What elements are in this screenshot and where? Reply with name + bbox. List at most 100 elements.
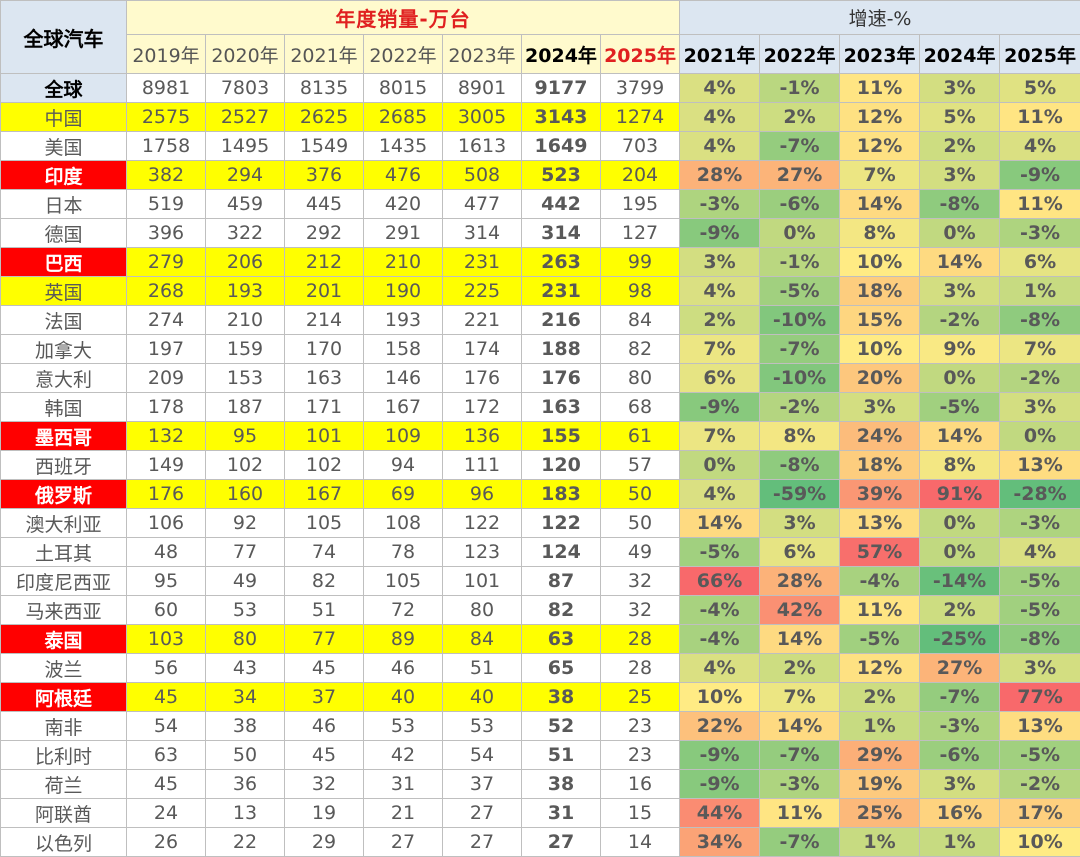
sales-cell: 49 bbox=[601, 538, 680, 567]
sales-cell: 163 bbox=[522, 393, 601, 422]
sales-cell: 105 bbox=[285, 509, 364, 538]
sales-cell: 193 bbox=[364, 306, 443, 335]
sales-cell: 210 bbox=[206, 306, 285, 335]
sales-cell: 77 bbox=[206, 538, 285, 567]
growth-cell: 11% bbox=[1000, 103, 1080, 132]
sales-cell: 132 bbox=[127, 422, 206, 451]
growth-cell: -4% bbox=[680, 625, 760, 654]
growth-cell: -25% bbox=[920, 625, 1000, 654]
sales-cell: 322 bbox=[206, 219, 285, 248]
sales-cell: 63 bbox=[127, 741, 206, 770]
sales-cell: 8015 bbox=[364, 74, 443, 103]
sales-cell: 101 bbox=[285, 422, 364, 451]
sales-cell: 2685 bbox=[364, 103, 443, 132]
growth-cell: 0% bbox=[1000, 422, 1080, 451]
growth-cell: 28% bbox=[760, 567, 840, 596]
sales-cell: 459 bbox=[206, 190, 285, 219]
sales-cell: 21 bbox=[364, 799, 443, 828]
sales-cell: 396 bbox=[127, 219, 206, 248]
sales-year-header: 2024年 bbox=[522, 35, 601, 74]
sales-cell: 84 bbox=[443, 625, 522, 654]
sales-cell: 201 bbox=[285, 277, 364, 306]
sales-cell: 1549 bbox=[285, 132, 364, 161]
growth-cell: -2% bbox=[1000, 364, 1080, 393]
sales-cell: 27 bbox=[364, 828, 443, 857]
country-name: 阿根廷 bbox=[1, 683, 127, 712]
sales-cell: 123 bbox=[443, 538, 522, 567]
growth-cell: 91% bbox=[920, 480, 1000, 509]
growth-cell: 10% bbox=[1000, 828, 1080, 857]
sales-cell: 40 bbox=[443, 683, 522, 712]
sales-cell: 95 bbox=[127, 567, 206, 596]
sales-cell: 29 bbox=[285, 828, 364, 857]
growth-cell: 14% bbox=[680, 509, 760, 538]
sales-cell: 51 bbox=[443, 654, 522, 683]
country-name: 法国 bbox=[1, 306, 127, 335]
growth-cell: 13% bbox=[840, 509, 920, 538]
sales-cell: 56 bbox=[127, 654, 206, 683]
sales-cell: 210 bbox=[364, 248, 443, 277]
growth-cell: -28% bbox=[1000, 480, 1080, 509]
growth-cell: 4% bbox=[680, 74, 760, 103]
growth-cell: 3% bbox=[1000, 393, 1080, 422]
sales-cell: 45 bbox=[285, 741, 364, 770]
growth-cell: 11% bbox=[840, 74, 920, 103]
sales-cell: 99 bbox=[601, 248, 680, 277]
growth-cell: 10% bbox=[680, 683, 760, 712]
growth-cell: 7% bbox=[760, 683, 840, 712]
sales-cell: 193 bbox=[206, 277, 285, 306]
sales-cell: 292 bbox=[285, 219, 364, 248]
growth-cell: 4% bbox=[680, 277, 760, 306]
growth-cell: -5% bbox=[1000, 596, 1080, 625]
growth-cell: 12% bbox=[840, 654, 920, 683]
sales-cell: 94 bbox=[364, 451, 443, 480]
growth-cell: 7% bbox=[680, 335, 760, 364]
sales-cell: 1613 bbox=[443, 132, 522, 161]
sales-cell: 45 bbox=[127, 683, 206, 712]
growth-cell: -2% bbox=[920, 306, 1000, 335]
growth-cell: -8% bbox=[1000, 306, 1080, 335]
growth-cell: 19% bbox=[840, 770, 920, 799]
growth-cell: -4% bbox=[680, 596, 760, 625]
sales-cell: 2527 bbox=[206, 103, 285, 132]
country-name: 南非 bbox=[1, 712, 127, 741]
sales-cell: 15 bbox=[601, 799, 680, 828]
growth-cell: -8% bbox=[1000, 625, 1080, 654]
sales-cell: 225 bbox=[443, 277, 522, 306]
sales-cell: 174 bbox=[443, 335, 522, 364]
growth-cell: 0% bbox=[920, 509, 1000, 538]
growth-cell: 2% bbox=[760, 103, 840, 132]
sales-cell: 46 bbox=[364, 654, 443, 683]
growth-cell: 7% bbox=[1000, 335, 1080, 364]
sales-cell: 78 bbox=[364, 538, 443, 567]
sales-cell: 160 bbox=[206, 480, 285, 509]
sales-cell: 27 bbox=[443, 799, 522, 828]
sales-cell: 14 bbox=[601, 828, 680, 857]
sales-cell: 82 bbox=[522, 596, 601, 625]
sales-cell: 50 bbox=[206, 741, 285, 770]
sales-cell: 204 bbox=[601, 161, 680, 190]
sales-cell: 111 bbox=[443, 451, 522, 480]
corner-label: 全球汽车 bbox=[1, 1, 127, 74]
sales-cell: 38 bbox=[522, 683, 601, 712]
growth-cell: 12% bbox=[840, 132, 920, 161]
growth-cell: 13% bbox=[1000, 451, 1080, 480]
sales-year-header: 2025年 bbox=[601, 35, 680, 74]
sales-cell: 37 bbox=[285, 683, 364, 712]
sales-cell: 60 bbox=[127, 596, 206, 625]
sales-cell: 127 bbox=[601, 219, 680, 248]
sales-cell: 54 bbox=[127, 712, 206, 741]
growth-cell: -9% bbox=[1000, 161, 1080, 190]
country-name: 巴西 bbox=[1, 248, 127, 277]
sales-cell: 105 bbox=[364, 567, 443, 596]
growth-cell: -2% bbox=[1000, 770, 1080, 799]
sales-cell: 442 bbox=[522, 190, 601, 219]
